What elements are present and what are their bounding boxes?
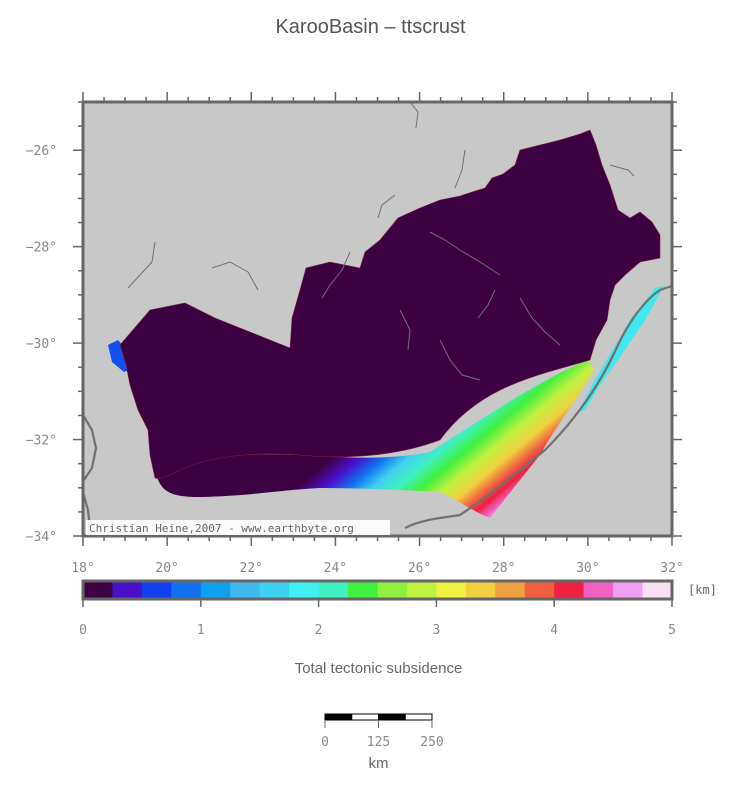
lat-label: −26° [26, 144, 57, 159]
colorbar-swatch [613, 581, 643, 599]
basin-deep-region [119, 129, 661, 479]
scale-bar: 0 125 250 [321, 713, 444, 750]
scale-bar-label: 125 [367, 735, 390, 750]
colorbar-swatch [554, 581, 584, 599]
lon-label: 24° [324, 561, 347, 576]
lon-label: 30° [576, 561, 599, 576]
lon-label: 20° [155, 561, 178, 576]
colorbar-tick-label: 5 [668, 623, 676, 638]
colorbar-swatch [112, 581, 143, 599]
colorbar-swatch [583, 581, 614, 599]
scale-bar-label: 250 [420, 735, 443, 750]
rivers [127, 102, 635, 381]
colorbar-swatch [377, 581, 408, 599]
latitude-ticks: −26° −28° −30° −32° −34° [26, 101, 682, 545]
lat-label: −28° [26, 241, 57, 256]
colorbar-swatch [436, 581, 467, 599]
scale-bar-unit: km [368, 755, 389, 772]
colorbar-swatch [524, 581, 555, 599]
colorbar-swatch [642, 581, 673, 599]
colorbar-swatch [406, 581, 437, 599]
lon-label: 22° [240, 561, 263, 576]
colorbar-swatch [141, 581, 172, 599]
colorbar-swatch [230, 581, 260, 599]
colorbar-tick-label: 2 [315, 623, 323, 638]
lat-label: −32° [26, 434, 57, 449]
credit-box [86, 520, 390, 535]
scale-bar-label: 0 [321, 735, 329, 750]
colorbar-swatch [83, 581, 113, 599]
colorbar-swatch [289, 581, 319, 599]
colorbar-swatch [318, 581, 349, 599]
colorbar-swatch [171, 581, 202, 599]
lon-label: 26° [408, 561, 431, 576]
colorbar [81, 579, 674, 607]
colorbar-tick-label: 1 [197, 623, 205, 638]
lon-label: 32° [660, 561, 683, 576]
colorbar-tick-label: 0 [79, 623, 87, 638]
colorbar-tick-label: 3 [432, 623, 440, 638]
lat-label: −30° [26, 337, 57, 352]
colorbar-tick-labels: 0 1 2 3 4 5 [79, 623, 676, 638]
colorbar-swatch [200, 581, 231, 599]
colorbar-swatch [495, 581, 526, 599]
credit-text: Christian Heine,2007 - www.earthbyte.org [89, 522, 354, 535]
lat-label: −34° [26, 530, 57, 545]
colorbar-tick-label: 4 [550, 623, 558, 638]
colorbar-swatch [465, 581, 496, 599]
map-title: KarooBasin – ttscrust [275, 16, 466, 38]
subsidence-gradient-band [155, 360, 594, 518]
colorbar-unit: [km] [688, 583, 717, 597]
colorbar-title: Total tectonic subsidence [294, 660, 463, 677]
colorbar-swatch [348, 581, 378, 599]
colorbar-swatch [259, 581, 290, 599]
lon-label: 28° [492, 561, 515, 576]
lon-label: 18° [71, 561, 94, 576]
longitude-ticks: 18° 20° 22° 24° 26° 28° 30° 32° [71, 92, 684, 576]
